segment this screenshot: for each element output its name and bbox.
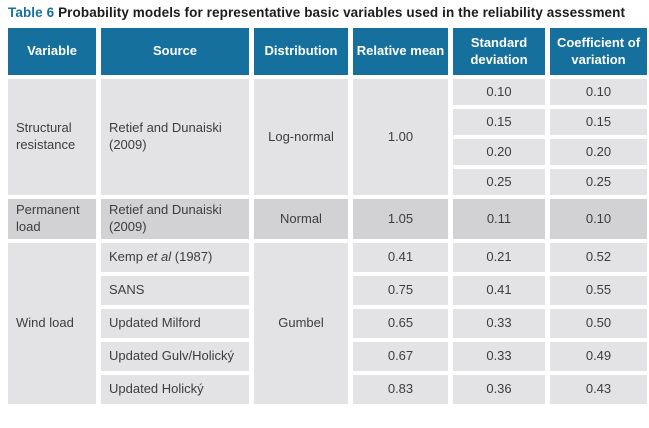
cell-std-dev: 0.10 <box>453 79 545 105</box>
cell-cov: 0.20 <box>550 139 647 165</box>
probability-models-table: Variable Source Distribution Relative me… <box>3 24 649 408</box>
table-row-structural-1: Structural resistance Retief and Dunaisk… <box>8 79 647 195</box>
header-source: Source <box>101 28 249 75</box>
table-row-structural-3: 0.20 0.20 <box>8 139 647 165</box>
table-caption: Table 6 Probability models for represent… <box>8 5 649 20</box>
cell-relative-mean: 0.65 <box>353 309 448 338</box>
cell-cov: 0.43 <box>550 375 647 404</box>
source-text: SANS <box>109 282 145 298</box>
table-row-wind-4: Updated Gulv/Holický 0.67 0.33 0.49 <box>8 342 647 371</box>
cell-cov: 0.15 <box>550 109 647 135</box>
cell-std-dev: 0.25 <box>453 169 545 195</box>
table-caption-text: Probability models for representative ba… <box>58 5 626 20</box>
source-text: Kemp <box>109 249 147 265</box>
source-text-suffix: (1987) <box>171 249 213 265</box>
cell-source-wind: Updated Holický <box>101 375 249 404</box>
source-text: Updated Gulv/Holický <box>109 348 234 364</box>
header-coefficient-of-variation: Coefficient of variation <box>550 28 647 75</box>
table-row-structural-2: 0.15 0.15 <box>8 109 647 135</box>
header-standard-deviation: Standard deviation <box>453 28 545 75</box>
source-text-italic: et al <box>146 249 172 265</box>
cell-cov: 0.55 <box>550 276 647 305</box>
cell-distribution-wind: Gumbel <box>254 243 348 404</box>
cell-source-permanent: Retief and Dunaiski (2009) <box>101 199 249 239</box>
source-text: Updated Milford <box>109 315 201 331</box>
cell-std-dev: 0.15 <box>453 109 545 135</box>
cell-source-wind: Kemp et al (1987) <box>101 243 249 272</box>
cell-relative-mean: 0.67 <box>353 342 448 371</box>
table-row-wind-3: Updated Milford 0.65 0.33 0.50 <box>8 309 647 338</box>
cell-variable-permanent: Permanent load <box>8 199 96 239</box>
cell-std-dev: 0.33 <box>453 342 545 371</box>
cell-source-structural: Retief and Dunaiski (2009) <box>101 79 249 195</box>
table-caption-number: Table 6 <box>8 5 55 20</box>
cell-source-wind: SANS <box>101 276 249 305</box>
cell-variable-structural: Structural resistance <box>8 79 96 195</box>
cell-relative-mean-structural: 1.00 <box>353 79 448 195</box>
header-relative-mean: Relative mean <box>353 28 448 75</box>
cell-std-dev: 0.33 <box>453 309 545 338</box>
source-text: Updated Holický <box>109 381 204 397</box>
table-row-permanent: Permanent load Retief and Dunaiski (2009… <box>8 199 647 239</box>
cell-cov: 0.49 <box>550 342 647 371</box>
cell-std-dev: 0.41 <box>453 276 545 305</box>
header-distribution: Distribution <box>254 28 348 75</box>
table-row-structural-4: 0.25 0.25 <box>8 169 647 195</box>
cell-cov: 0.25 <box>550 169 647 195</box>
cell-relative-mean: 0.41 <box>353 243 448 272</box>
table-row-wind-5: Updated Holický 0.83 0.36 0.43 <box>8 375 647 404</box>
cell-cov: 0.10 <box>550 199 647 239</box>
cell-cov: 0.50 <box>550 309 647 338</box>
cell-relative-mean-permanent: 1.05 <box>353 199 448 239</box>
cell-variable-wind: Wind load <box>8 243 96 404</box>
cell-distribution-structural: Log-normal <box>254 79 348 195</box>
cell-source-wind: Updated Milford <box>101 309 249 338</box>
cell-std-dev: 0.21 <box>453 243 545 272</box>
cell-relative-mean: 0.75 <box>353 276 448 305</box>
header-row: Variable Source Distribution Relative me… <box>8 28 647 75</box>
cell-cov: 0.10 <box>550 79 647 105</box>
table-row-wind-1: Wind load Kemp et al (1987) Gumbel 0.41 … <box>8 243 647 404</box>
header-variable: Variable <box>8 28 96 75</box>
table-row-wind-2: SANS 0.75 0.41 0.55 <box>8 276 647 305</box>
cell-distribution-permanent: Normal <box>254 199 348 239</box>
cell-std-dev: 0.11 <box>453 199 545 239</box>
cell-std-dev: 0.20 <box>453 139 545 165</box>
cell-cov: 0.52 <box>550 243 647 272</box>
cell-relative-mean: 0.83 <box>353 375 448 404</box>
cell-source-wind: Updated Gulv/Holický <box>101 342 249 371</box>
cell-std-dev: 0.36 <box>453 375 545 404</box>
